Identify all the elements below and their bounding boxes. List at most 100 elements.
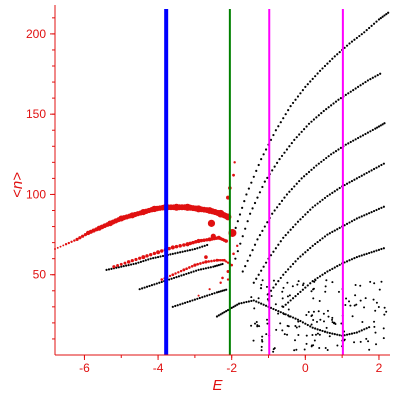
- data-point-black: [137, 261, 140, 264]
- data-point-black: [256, 325, 259, 328]
- data-point-black: [304, 213, 307, 216]
- data-point-black: [277, 125, 280, 128]
- data-point-black: [339, 146, 343, 149]
- data-point-black: [241, 270, 244, 273]
- data-point-black: [343, 338, 346, 341]
- x-tick-label: 0: [302, 361, 309, 375]
- data-point-black: [260, 283, 263, 286]
- data-point-black: [317, 114, 320, 117]
- data-point-black: [306, 249, 309, 252]
- data-point-black: [271, 169, 274, 172]
- data-point-black: [192, 270, 195, 273]
- data-point-black: [338, 334, 341, 337]
- x-tick-label: 2: [376, 361, 383, 375]
- data-point-black: [294, 295, 297, 298]
- data-point-black: [372, 167, 376, 171]
- data-point-black: [368, 26, 371, 30]
- data-point-black: [198, 296, 201, 300]
- data-point-red: [208, 288, 211, 291]
- data-point-black: [191, 248, 194, 251]
- data-point-black: [322, 320, 325, 323]
- data-point-black: [280, 154, 284, 158]
- data-point-black: [281, 290, 284, 293]
- data-point-black: [272, 279, 275, 282]
- data-point-black: [305, 334, 308, 337]
- data-point-black: [343, 224, 346, 227]
- data-point-black: [296, 95, 300, 98]
- data-point-black: [287, 231, 290, 234]
- data-point-black: [345, 260, 349, 263]
- data-point-black: [244, 227, 247, 230]
- data-point-black: [350, 258, 354, 261]
- data-point-black: [297, 334, 300, 337]
- data-point-black: [359, 84, 362, 87]
- data-point-black: [247, 187, 250, 190]
- data-point-black: [257, 273, 260, 276]
- data-point-black: [234, 304, 237, 307]
- data-point-black: [243, 200, 246, 203]
- data-point-red: [192, 205, 199, 212]
- data-point-black: [213, 292, 216, 295]
- data-point-red: [221, 276, 224, 280]
- data-point-black: [242, 301, 246, 304]
- data-point-red: [137, 210, 144, 216]
- data-point-black: [323, 64, 327, 68]
- data-point-black: [336, 188, 339, 191]
- data-point-black: [282, 117, 285, 120]
- data-point-black: [221, 312, 224, 315]
- data-point-black: [370, 169, 373, 172]
- data-point-black: [196, 297, 199, 300]
- data-point-black: [299, 290, 302, 293]
- data-point-black: [321, 273, 324, 276]
- data-point-black: [333, 229, 336, 232]
- data-point-red: [214, 236, 219, 240]
- x-axis-label: E: [213, 377, 224, 394]
- data-point-red: [212, 259, 216, 262]
- data-point-red: [130, 259, 134, 263]
- data-point-black: [323, 196, 327, 200]
- data-point-black: [318, 275, 322, 278]
- data-point-black: [299, 255, 302, 258]
- data-point-black: [260, 345, 263, 348]
- data-point-black: [203, 295, 206, 298]
- data-point-black: [348, 259, 351, 262]
- data-point-red: [217, 259, 221, 262]
- data-point-black: [303, 128, 306, 131]
- data-point-black: [154, 256, 157, 259]
- data-point-black: [321, 329, 324, 333]
- black-points-layer: [105, 11, 390, 353]
- data-point-black: [343, 183, 346, 187]
- data-point-black: [322, 158, 325, 162]
- data-point-black: [291, 297, 295, 300]
- data-point-black: [279, 121, 282, 124]
- data-point-black: [358, 34, 361, 38]
- data-point-black: [286, 295, 289, 298]
- y-tick-label: 200: [26, 27, 46, 41]
- data-point-black: [299, 92, 302, 95]
- data-point-black: [339, 97, 343, 100]
- data-point-black: [273, 165, 276, 168]
- data-point-black: [348, 221, 351, 224]
- data-point-black: [295, 136, 298, 139]
- data-point-black: [125, 264, 128, 267]
- data-point-black: [380, 163, 383, 167]
- data-point-black: [338, 186, 341, 190]
- data-point-black: [147, 258, 150, 261]
- data-point-black: [263, 180, 266, 183]
- data-point-black: [277, 312, 280, 315]
- data-point-black: [355, 177, 358, 180]
- data-point-black: [355, 331, 358, 334]
- data-point-black: [311, 206, 314, 209]
- data-point-black: [257, 297, 260, 300]
- y-tick-label: 50: [33, 268, 47, 282]
- data-point-black: [246, 220, 249, 223]
- data-point-black: [358, 330, 361, 333]
- data-point-black: [361, 321, 364, 324]
- data-point-black: [334, 323, 337, 326]
- data-point-black: [250, 181, 253, 184]
- data-point-black: [358, 216, 361, 219]
- data-point-black: [366, 131, 370, 134]
- data-point-black: [316, 72, 319, 75]
- data-point-black: [337, 148, 340, 151]
- data-point-red: [182, 243, 186, 247]
